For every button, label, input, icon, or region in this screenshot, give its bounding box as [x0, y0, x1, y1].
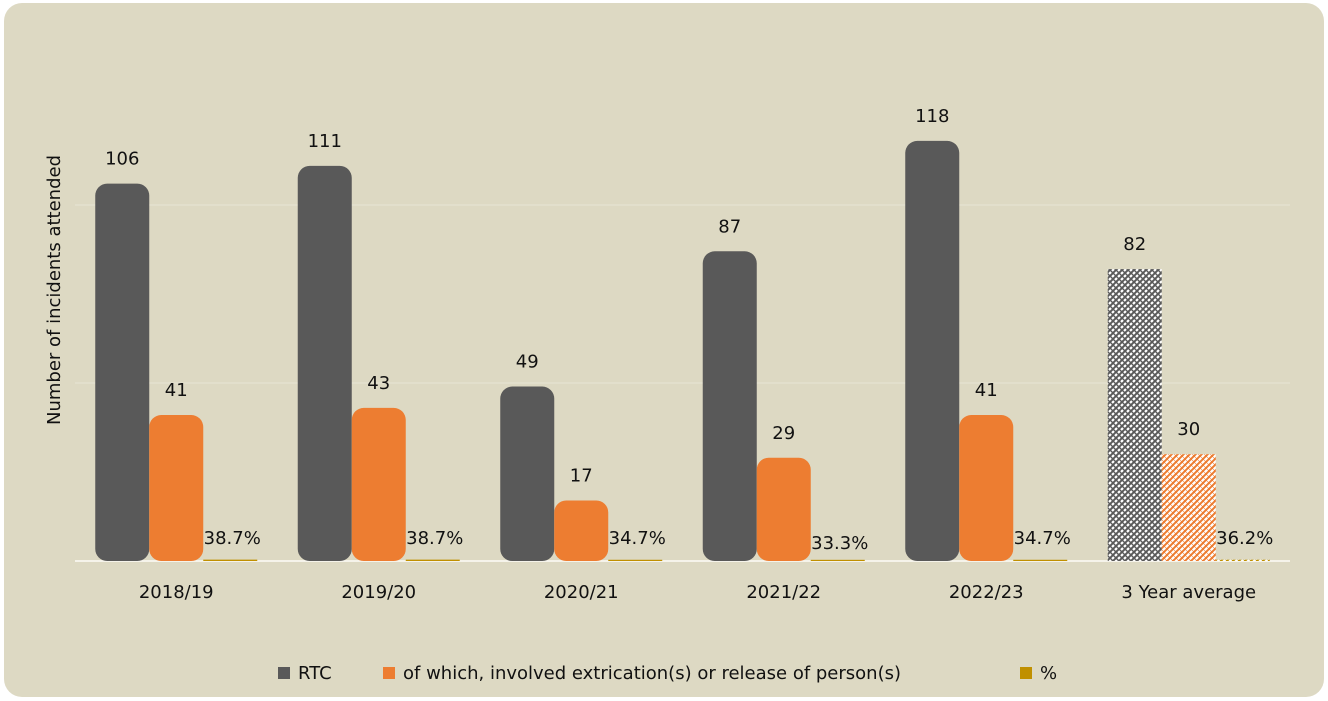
data-label: 43: [367, 373, 390, 394]
legend-label: RTC: [298, 663, 332, 684]
legend-swatch: [278, 667, 290, 679]
data-label: 34.7%: [1014, 528, 1071, 549]
x-tick-label-box: 2019/20: [341, 582, 417, 603]
x-tick-label: 2020/21: [543, 582, 619, 603]
bar: [810, 559, 865, 561]
x-tick-label-box: 3 Year average: [1121, 582, 1257, 603]
x-tick-label: 3 Year average: [1121, 582, 1257, 603]
data-label: 38.7%: [406, 528, 463, 549]
bar: [905, 140, 960, 562]
bar: [1107, 269, 1162, 561]
x-tick-label: 2021/22: [746, 582, 822, 603]
data-label: 118: [915, 106, 949, 127]
x-tick-label: 2019/20: [341, 582, 417, 603]
bar: [203, 559, 258, 561]
legend-swatch: [383, 667, 395, 679]
data-label: 36.2%: [1216, 528, 1273, 549]
data-label: 34.7%: [609, 528, 666, 549]
x-tick-label-box: 2021/22: [746, 582, 822, 603]
x-tick-label-box: 2020/21: [543, 582, 619, 603]
data-label: 82: [1123, 234, 1146, 255]
bar: [1013, 559, 1068, 561]
legend-swatch: [1020, 667, 1032, 679]
data-label: 111: [308, 131, 342, 152]
data-label: 17: [570, 465, 593, 486]
bar: [149, 415, 204, 561]
bar: [554, 500, 609, 561]
bar: [297, 165, 352, 561]
bar: [756, 457, 811, 561]
bar: [1161, 454, 1216, 561]
bar: [1215, 559, 1270, 561]
data-label: 38.7%: [204, 528, 261, 549]
bar: [351, 407, 406, 561]
x-tick-label: 2022/23: [948, 582, 1024, 603]
x-tick-label: 2018/19: [138, 582, 214, 603]
x-tick-label-box: 2022/23: [948, 582, 1024, 603]
y-axis-label: Number of incidents attended: [44, 155, 65, 425]
data-label: 33.3%: [811, 533, 868, 554]
legend-label: %: [1040, 663, 1057, 684]
bar: [608, 559, 663, 561]
x-tick-label-box: 2018/19: [138, 582, 214, 603]
data-label: 29: [772, 423, 795, 444]
data-label: 41: [165, 380, 188, 401]
data-label: 106: [105, 149, 139, 170]
data-label: 87: [718, 216, 741, 237]
data-label: 30: [1177, 419, 1200, 440]
bar: [702, 251, 757, 561]
bar: [959, 415, 1014, 561]
bar: [95, 183, 150, 561]
data-label: 41: [975, 380, 998, 401]
legend-label: of which, involved extrication(s) or rel…: [403, 663, 901, 684]
data-label: 49: [516, 352, 539, 373]
bar: [500, 386, 555, 561]
bar: [405, 559, 460, 561]
